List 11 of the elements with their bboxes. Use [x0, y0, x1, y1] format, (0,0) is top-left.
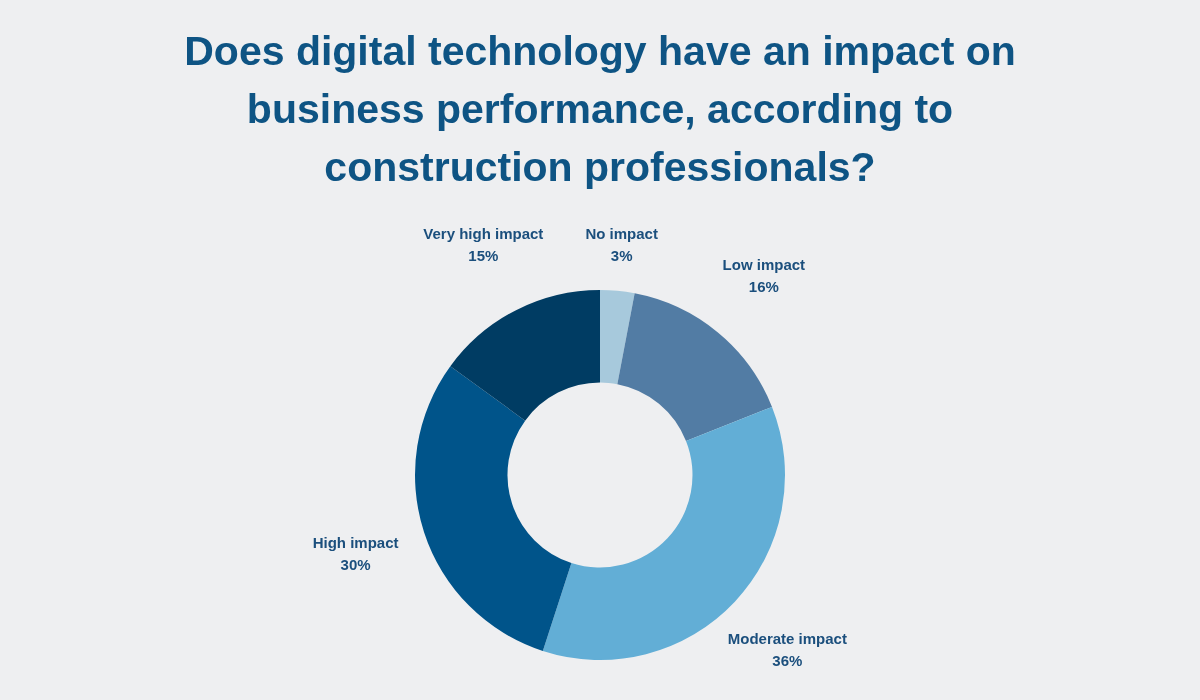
data-label: 30%: [340, 555, 371, 573]
data-label: 16%: [748, 278, 779, 296]
slice-label: No impact: [585, 225, 658, 243]
data-label: 36%: [772, 652, 803, 670]
slice-label: Very high impact: [423, 225, 544, 243]
slice-label: Moderate impact: [727, 630, 847, 648]
chart-title: Does digital technology have an impact on business performance, according to construction professionals?: [183, 27, 1017, 192]
slice-label: High impact: [312, 533, 399, 551]
slice-label: Low impact: [722, 256, 806, 274]
data-label: 15%: [468, 247, 499, 265]
data-label: 3%: [610, 247, 633, 265]
